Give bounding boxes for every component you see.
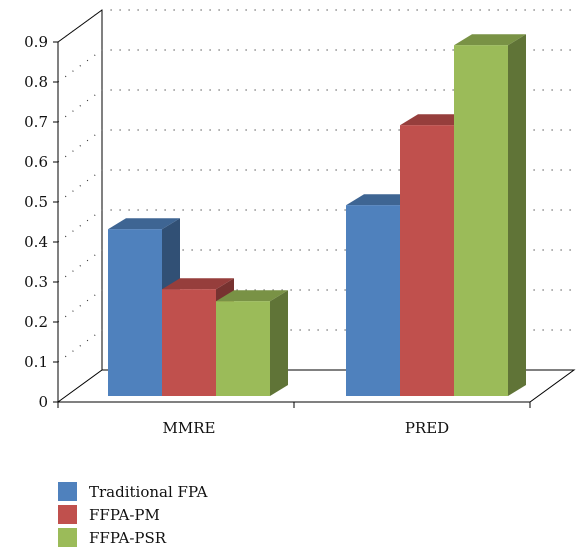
y-tick-label: 0.8 (24, 73, 48, 91)
gridlines (57, 9, 574, 363)
bar-front-face (400, 125, 454, 396)
bar-side-face (270, 290, 288, 396)
gridline (57, 9, 574, 43)
gridline (57, 89, 574, 123)
legend-item: FFPA-PM (58, 503, 208, 526)
y-tick-label: 0.7 (24, 113, 48, 131)
legend: Traditional FPA FFPA-PM FFPA-PSR (58, 480, 208, 549)
bar-top-face (108, 218, 180, 230)
bar-front-face (454, 45, 508, 396)
legend-label: FFPA-PSR (89, 528, 167, 547)
y-tick-label: 0.5 (24, 193, 48, 211)
y-tick-label: 0.6 (24, 153, 48, 171)
bar-side-face (508, 34, 526, 396)
legend-label: Traditional FPA (89, 482, 208, 501)
legend-swatch (58, 528, 77, 547)
legend-item: FFPA-PSR (58, 526, 208, 549)
x-axis: MMRE PRED (57, 402, 531, 437)
legend-item: Traditional FPA (58, 480, 208, 503)
y-tick-label: 0.3 (24, 273, 48, 291)
y-tick-label: 0.2 (24, 313, 48, 331)
bar-top-face (162, 278, 234, 290)
x-category-label: MMRE (163, 419, 216, 437)
legend-label: FFPA-PM (89, 505, 160, 524)
x-category-label: PRED (405, 419, 449, 437)
bar-front-face (162, 289, 216, 396)
bar-front-face (216, 301, 270, 396)
bar-mmre-ffpa-psr (216, 290, 288, 396)
gridline (57, 49, 574, 83)
bar-chart-3d: 0 0.1 0.2 0.3 0.4 0.5 0.6 0.7 0.8 0.9 MMRE PRED (24, 9, 576, 437)
y-tick-label: 0.9 (24, 33, 48, 51)
floor (56, 369, 576, 403)
bars (108, 34, 526, 396)
y-axis: 0 0.1 0.2 0.3 0.4 0.5 0.6 0.7 0.8 0.9 (24, 33, 59, 411)
y-tick-label: 0 (38, 393, 48, 411)
y-tick-label: 0.4 (24, 233, 48, 251)
bar-top-face (454, 34, 526, 46)
legend-swatch (58, 482, 77, 501)
y-tick-label: 0.1 (24, 353, 48, 371)
bar-front-face (108, 229, 162, 396)
bar-top-face (216, 290, 288, 302)
bar-pred-ffpa-psr (454, 34, 526, 396)
bar-front-face (346, 205, 400, 396)
legend-swatch (58, 505, 77, 524)
